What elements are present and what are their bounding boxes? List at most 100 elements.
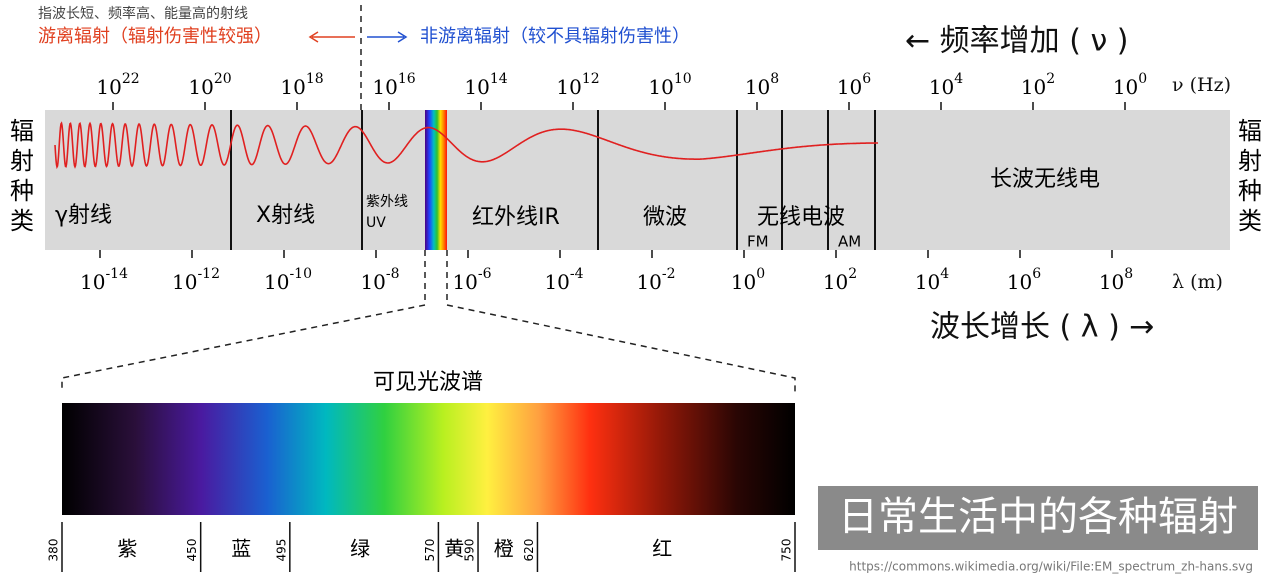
tick-exp: -10 xyxy=(289,266,312,282)
tick-label: 106 xyxy=(837,71,871,99)
tick-label: 750 xyxy=(780,539,794,562)
visible-spectrum xyxy=(62,403,795,515)
band-label: 长波无线电 xyxy=(990,167,1100,192)
tick-label: 100 xyxy=(1113,71,1147,99)
source: https://commons.wikimedia.org/wiki/File:… xyxy=(849,560,1253,574)
tick-base: 10 xyxy=(745,75,770,99)
caption: 日常生活中的各种辐射 xyxy=(838,494,1238,540)
tick-label: 10-12 xyxy=(172,266,220,294)
tick-exp: 6 xyxy=(1032,266,1041,282)
band-label: 紫外线 xyxy=(366,194,408,210)
band-label: AM xyxy=(838,233,861,251)
tick-base: 10 xyxy=(464,75,489,99)
tick-label: 102 xyxy=(1021,71,1055,99)
tick-label: 1018 xyxy=(280,71,323,99)
arrow-right xyxy=(367,31,408,43)
tick-label: 100 xyxy=(731,266,765,294)
tick-base: 10 xyxy=(823,270,848,294)
tick-label: 102 xyxy=(823,266,857,294)
tick-label: 380 xyxy=(47,539,61,562)
tick-exp: 22 xyxy=(122,71,140,87)
tick-label: 1016 xyxy=(372,71,415,99)
color-label: 绿 xyxy=(350,537,370,561)
tick-base: 10 xyxy=(188,75,213,99)
rainbow xyxy=(425,110,447,250)
wave xyxy=(54,121,878,170)
tick-exp: 6 xyxy=(862,71,871,87)
color-label: 蓝 xyxy=(231,537,251,561)
tick-base: 10 xyxy=(648,75,673,99)
tick-label: 10-14 xyxy=(80,266,128,294)
tick-exp: 16 xyxy=(398,71,416,87)
tick-exp: 2 xyxy=(848,266,857,282)
tick-exp: -14 xyxy=(105,266,128,282)
tick-label: 106 xyxy=(1007,266,1041,294)
tick-exp: -12 xyxy=(197,266,220,282)
band-dividers xyxy=(230,110,876,250)
tick-exp: -2 xyxy=(662,266,676,282)
tick-label: 1022 xyxy=(96,71,139,99)
caption-box xyxy=(818,486,1258,550)
tick-label: 1010 xyxy=(648,71,691,99)
tick-label: 10-8 xyxy=(360,266,399,294)
tick-base: 10 xyxy=(1099,270,1124,294)
ionizing: 游离辐射（辐射伤害性较强） xyxy=(38,26,272,47)
tick-exp: -4 xyxy=(570,266,584,282)
tick-base: 10 xyxy=(1113,75,1138,99)
tick-base: 10 xyxy=(96,75,121,99)
tick-base: 10 xyxy=(1021,75,1046,99)
spectrum-band xyxy=(45,110,1230,250)
tick-base: 10 xyxy=(360,270,385,294)
tick-base: 10 xyxy=(915,270,940,294)
tick-base: 10 xyxy=(372,75,397,99)
tick-base: 10 xyxy=(929,75,954,99)
tick-exp: 2 xyxy=(1046,71,1055,87)
tick-base: 10 xyxy=(731,270,756,294)
tick-exp: -8 xyxy=(386,266,400,282)
tick-exp: 20 xyxy=(214,71,232,87)
tick-exp: 4 xyxy=(954,71,963,87)
freq-title: ← 频率增加 ( ν ) xyxy=(905,24,1128,59)
tick-label: 108 xyxy=(1099,266,1133,294)
tick-exp: 10 xyxy=(674,71,692,87)
tick-label: 590 xyxy=(463,539,477,562)
band-label: γ射线 xyxy=(55,203,112,228)
tick-exp: 8 xyxy=(1124,266,1133,282)
tick-exp: 4 xyxy=(940,266,949,282)
tick-exp: 8 xyxy=(770,71,779,87)
color-label: 红 xyxy=(652,537,672,561)
note: 指波长短、频率高、能量高的射线 xyxy=(38,5,248,22)
band-label: 微波 xyxy=(643,205,687,230)
zoom-lines xyxy=(61,250,796,392)
visible-title: 可见光波谱 xyxy=(373,370,483,395)
wave-title: 波长增长 ( λ ) → xyxy=(930,310,1154,345)
tick-exp: 12 xyxy=(582,71,600,87)
freq-unit: ν (Hz) xyxy=(1172,74,1231,96)
tick-label: 108 xyxy=(745,71,779,99)
tick-base: 10 xyxy=(837,75,862,99)
tick-label: 104 xyxy=(915,266,949,294)
band-label: 无线电波 xyxy=(757,205,845,230)
band-label: X射线 xyxy=(256,203,315,228)
non-ionizing: 非游离辐射（较不具辐射伤害性） xyxy=(420,26,690,47)
tick-base: 10 xyxy=(1007,270,1032,294)
band-label: UV xyxy=(366,215,386,231)
tick-label: 10-6 xyxy=(452,266,491,294)
tick-exp: 0 xyxy=(1138,71,1147,87)
tick-base: 10 xyxy=(556,75,581,99)
tick-label: 1012 xyxy=(556,71,599,99)
tick-label: 10-2 xyxy=(636,266,675,294)
tick-label: 620 xyxy=(522,539,536,562)
tick-base: 10 xyxy=(280,75,305,99)
tick-base: 10 xyxy=(172,270,197,294)
tick-base: 10 xyxy=(264,270,289,294)
side-label-right: 辐射种类 xyxy=(1238,117,1262,235)
tick-label: 495 xyxy=(274,539,288,562)
tick-label: 104 xyxy=(929,71,963,99)
tick-label: 1020 xyxy=(188,71,231,99)
tick-base: 10 xyxy=(452,270,477,294)
color-label: 橙 xyxy=(494,537,514,561)
tick-exp: 18 xyxy=(306,71,324,87)
